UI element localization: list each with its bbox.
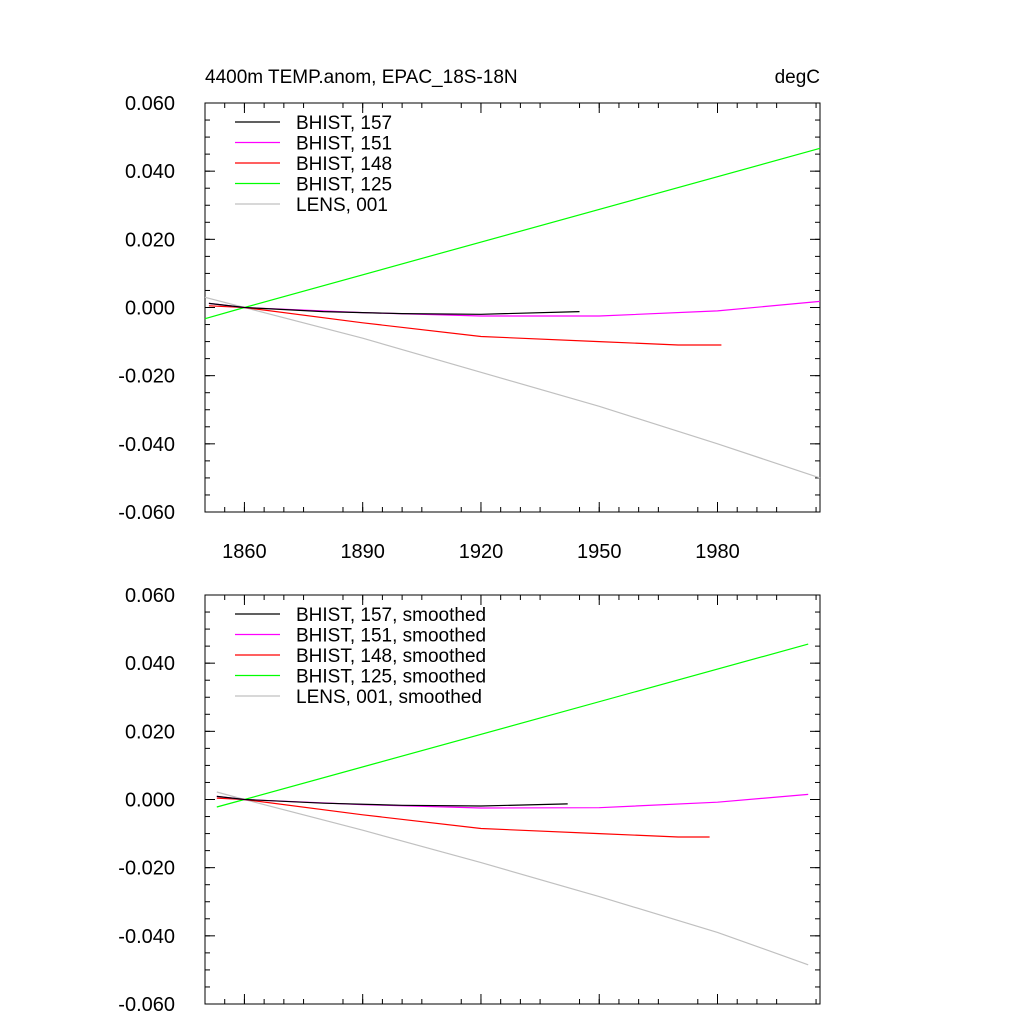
bottom-chart-series <box>216 643 809 966</box>
legend-label: BHIST, 151 <box>296 134 392 155</box>
y-tick-label: -0.040 <box>118 434 175 456</box>
y-tick-label: 0.060 <box>125 93 175 115</box>
series-line-0 <box>216 795 568 807</box>
top-chart-panel: 4400m TEMP.anom, EPAC_18S-18N degC -0.06… <box>118 67 821 563</box>
legend-label: BHIST, 157, smoothed <box>296 605 486 626</box>
legend-label: BHIST, 148, smoothed <box>296 646 486 667</box>
y-tick-label: 0.000 <box>125 790 175 812</box>
series-line-4 <box>216 791 809 966</box>
series-line-0 <box>208 302 580 315</box>
chart-title: 4400m TEMP.anom, EPAC_18S-18N <box>205 67 518 88</box>
top-chart-axes: -0.060 -0.040 -0.020 0.000 0.020 0.040 0.060 18… <box>118 93 821 563</box>
bottom-chart-panel: -0.060 -0.040 -0.020 0.000 0.020 0.040 0.060 B… <box>118 585 821 1016</box>
y-tick-label: -0.020 <box>118 858 175 880</box>
y-tick-label: -0.020 <box>118 366 175 388</box>
y-tick-label: -0.060 <box>118 994 175 1016</box>
x-tick-label: 1920 <box>459 541 504 563</box>
series-line-4 <box>204 296 821 479</box>
legend-label: BHIST, 157 <box>296 113 392 134</box>
legend-label: LENS, 001 <box>296 195 388 216</box>
series-line-1 <box>216 793 809 809</box>
legend-label: LENS, 001, smoothed <box>296 687 482 708</box>
y-tick-label: -0.040 <box>118 926 175 948</box>
y-tick-label: 0.020 <box>125 721 175 743</box>
y-tick-label: 0.040 <box>125 161 175 183</box>
y-tick-label: 0.060 <box>125 585 175 607</box>
chart-units: degC <box>775 67 820 88</box>
series-line-2 <box>216 797 710 838</box>
x-tick-label: 1980 <box>695 541 740 563</box>
top-chart-series <box>204 147 821 479</box>
legend-label: BHIST, 125 <box>296 175 392 196</box>
x-tick-label: 1890 <box>340 541 385 563</box>
y-tick-label: 0.000 <box>125 298 175 320</box>
y-tick-label: 0.020 <box>125 229 175 251</box>
series-line-2 <box>208 305 722 346</box>
x-tick-label: 1860 <box>222 541 267 563</box>
legend-label: BHIST, 151, smoothed <box>296 626 486 647</box>
legend-label: BHIST, 125, smoothed <box>296 667 486 688</box>
legend-label: BHIST, 148 <box>296 154 392 175</box>
x-tick-label: 1950 <box>577 541 622 563</box>
bottom-chart-axes: -0.060 -0.040 -0.020 0.000 0.020 0.040 0.060 <box>118 585 821 1016</box>
y-tick-label: 0.040 <box>125 653 175 675</box>
y-tick-label: -0.060 <box>118 502 175 524</box>
